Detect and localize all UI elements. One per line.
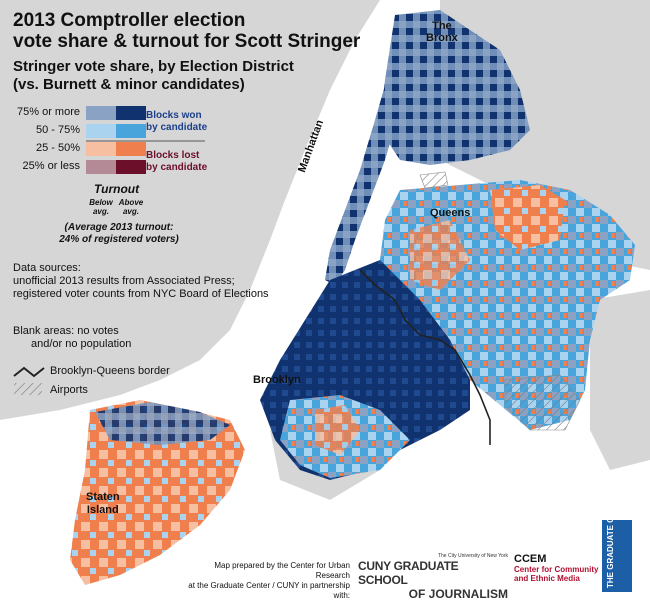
legend-won-2: by candidate (146, 122, 208, 133)
turnout-below-2: avg. (92, 207, 109, 216)
ccem-logo-1: CCEM (514, 553, 547, 565)
brooklyn-central-orange (315, 405, 360, 455)
average-turnout-2: 24% of registered voters) (59, 234, 179, 245)
turnout-above-label: Above avg. (114, 198, 148, 216)
staten-island-north (95, 402, 230, 445)
data-sources-1: Data sources: (13, 262, 81, 274)
ccem-logo: CCEM Center for Community and Ethnic Med… (514, 553, 602, 591)
title-line-2: vote share & turnout for Scott Stringer (13, 31, 361, 52)
legend-won-1: Blocks won (146, 110, 202, 121)
cuny-logo-line1: CUNY GRADUATE SCHOOL (358, 559, 459, 587)
legend-label-25: 25 - 50% (35, 142, 80, 154)
swatch-50-above (116, 124, 146, 138)
legend-label-0: 25% or less (22, 160, 80, 172)
bronx-label: The Bronx (426, 20, 458, 44)
blank-areas-2: and/or no population (31, 338, 132, 350)
queens-label: Queens (430, 207, 471, 219)
blank-areas-note: Blank areas: no votes and/or no populati… (13, 325, 131, 351)
swatch-75-below (86, 106, 116, 120)
cuny-journalism-logo: The City University of New York CUNY GRA… (358, 553, 508, 601)
queens-north-orange (410, 220, 470, 290)
laguardia-airport (419, 171, 449, 189)
legend-lost-1: Blocks lost (146, 150, 200, 161)
blank-areas-1: Blank areas: no votes (13, 325, 119, 337)
border-legend-symbol (13, 366, 45, 378)
bronx-area (380, 10, 530, 165)
swatch-0-above (116, 160, 146, 174)
legend-label-50: 50 - 75% (35, 124, 80, 136)
swatch-75-above (116, 106, 146, 120)
swatch-25-below (86, 142, 116, 156)
data-sources-3: registered voter counts from NYC Board o… (13, 288, 269, 300)
average-turnout: (Average 2013 turnout: 24% of registered… (44, 222, 194, 246)
jfk-airport (504, 374, 581, 431)
turnout-heading: Turnout (94, 182, 140, 196)
staten-island-label: Staten Island (86, 491, 120, 517)
staten-island-label-1: Staten (86, 491, 120, 503)
swatch-50-below (86, 124, 116, 138)
manhattan-area (325, 40, 410, 285)
turnout-below-label: Below avg. (84, 198, 118, 216)
swatch-0-below (86, 160, 116, 174)
turnout-above-1: Above (118, 198, 144, 207)
queens-east-orange (490, 185, 565, 250)
subtitle-line-1: Stringer vote share, by Election Distric… (13, 58, 294, 75)
turnout-above-2: avg. (122, 207, 139, 216)
legend-label-75: 75% or more (17, 106, 80, 118)
ccem-logo-2: Center for Community (514, 565, 599, 574)
graduate-center-logo-text: THE GRADUATE CENTER (606, 489, 615, 588)
graduate-center-logo: THE GRADUATE CENTER (602, 490, 632, 592)
swatch-25-above (116, 142, 146, 156)
border-legend-label: Brooklyn-Queens border (50, 365, 170, 377)
average-turnout-1: (Average 2013 turnout: (64, 222, 174, 233)
airports-legend-label: Airports (50, 384, 88, 396)
brooklyn-label: Brooklyn (253, 374, 301, 386)
cuny-logo-small: The City University of New York (437, 553, 508, 559)
brooklyn-queens-border-line (359, 269, 491, 445)
staten-island-area (70, 400, 245, 585)
staten-island-label-2: Island (86, 504, 119, 516)
cuny-logo-line2: OF JOURNALISM (408, 587, 508, 601)
legend-won: Blocks won by candidate (146, 110, 207, 134)
legend-lost-2: by candidate (146, 162, 208, 173)
data-sources: Data sources: unofficial 2013 results fr… (13, 262, 269, 301)
map-credit: Map prepared by the Center for Urban Res… (180, 561, 350, 601)
ccem-logo-3: and Ethnic Media (514, 574, 580, 583)
legend-lost: Blocks lost by candidate (146, 150, 207, 174)
bronx-label-1: The (432, 20, 452, 32)
airports-legend-symbol (14, 383, 42, 395)
data-sources-2: unofficial 2013 results from Associated … (13, 275, 235, 287)
map-credit-2: at the Graduate Center / CUNY in partner… (188, 581, 350, 600)
bronx-label-2: Bronx (426, 32, 458, 44)
title-line-1: 2013 Comptroller election (13, 10, 246, 31)
subtitle-line-2: (vs. Burnett & minor candidates) (13, 76, 245, 93)
map-credit-1: Map prepared by the Center for Urban Res… (214, 561, 350, 580)
turnout-below-1: Below (89, 198, 113, 207)
